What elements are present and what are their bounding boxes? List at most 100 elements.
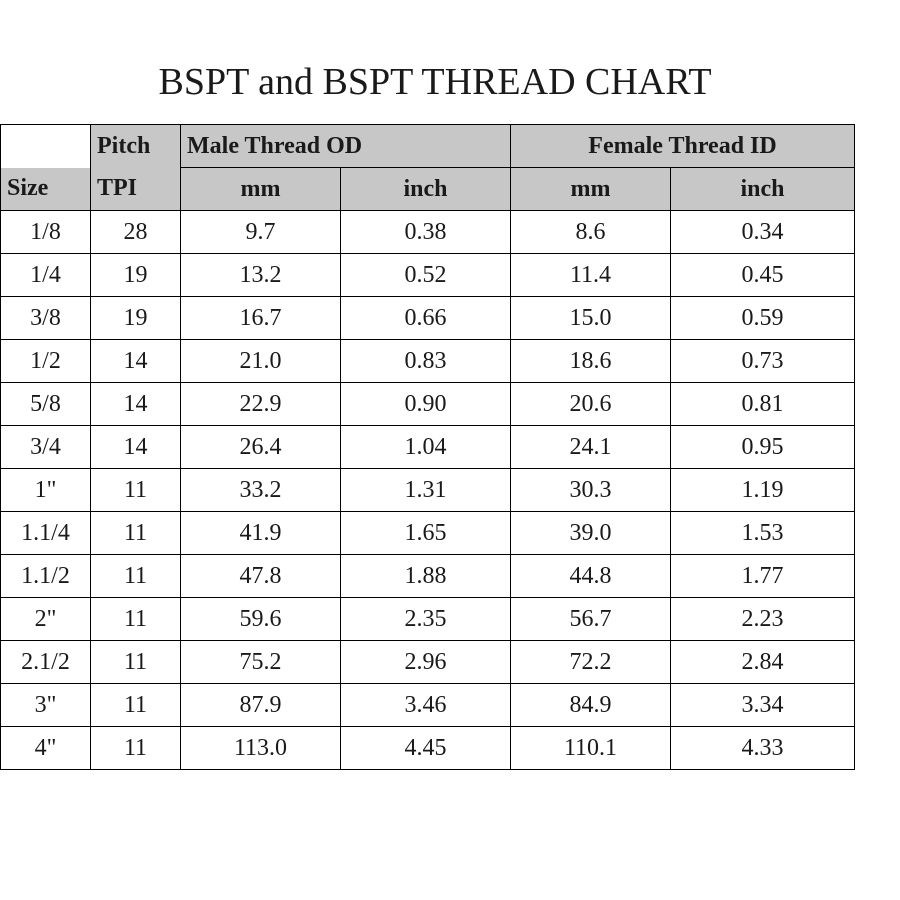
header-male: Male Thread OD <box>181 125 511 168</box>
header-pitch: Pitch <box>91 125 181 168</box>
cell-f_mm: 24.1 <box>511 426 671 469</box>
cell-f_mm: 8.6 <box>511 211 671 254</box>
cell-f_mm: 44.8 <box>511 555 671 598</box>
cell-tpi: 19 <box>91 297 181 340</box>
cell-tpi: 11 <box>91 512 181 555</box>
cell-m_in: 1.88 <box>341 555 511 598</box>
cell-f_in: 1.19 <box>671 469 855 512</box>
header-male-mm: mm <box>181 168 341 211</box>
cell-tpi: 28 <box>91 211 181 254</box>
cell-f_mm: 110.1 <box>511 727 671 770</box>
table-row: 2"1159.62.3556.72.23 <box>1 598 855 641</box>
cell-f_in: 1.77 <box>671 555 855 598</box>
header-female-inch: inch <box>671 168 855 211</box>
cell-m_in: 4.45 <box>341 727 511 770</box>
cell-size: 1/8 <box>1 211 91 254</box>
header-size: Size <box>1 168 91 211</box>
cell-tpi: 19 <box>91 254 181 297</box>
cell-f_mm: 56.7 <box>511 598 671 641</box>
header-row-1: Pitch Male Thread OD Female Thread ID <box>1 125 855 168</box>
cell-f_in: 3.34 <box>671 684 855 727</box>
table-body: 1/8289.70.388.60.341/41913.20.5211.40.45… <box>1 211 855 770</box>
cell-tpi: 11 <box>91 555 181 598</box>
table-row: 5/81422.90.9020.60.81 <box>1 383 855 426</box>
cell-size: 3/8 <box>1 297 91 340</box>
cell-m_mm: 87.9 <box>181 684 341 727</box>
cell-size: 1" <box>1 469 91 512</box>
header-row-2: Size TPI mm inch mm inch <box>1 168 855 211</box>
cell-m_in: 0.38 <box>341 211 511 254</box>
cell-f_in: 0.34 <box>671 211 855 254</box>
cell-tpi: 14 <box>91 340 181 383</box>
thread-chart-table: Pitch Male Thread OD Female Thread ID Si… <box>0 124 855 770</box>
cell-f_in: 0.81 <box>671 383 855 426</box>
cell-f_mm: 11.4 <box>511 254 671 297</box>
header-male-inch: inch <box>341 168 511 211</box>
cell-m_mm: 47.8 <box>181 555 341 598</box>
cell-f_in: 2.23 <box>671 598 855 641</box>
header-blank <box>1 125 91 168</box>
cell-m_in: 0.66 <box>341 297 511 340</box>
cell-tpi: 11 <box>91 684 181 727</box>
cell-m_in: 1.31 <box>341 469 511 512</box>
cell-m_mm: 75.2 <box>181 641 341 684</box>
cell-m_in: 1.65 <box>341 512 511 555</box>
cell-f_in: 0.59 <box>671 297 855 340</box>
cell-f_mm: 39.0 <box>511 512 671 555</box>
cell-m_in: 0.52 <box>341 254 511 297</box>
cell-m_in: 3.46 <box>341 684 511 727</box>
cell-m_mm: 41.9 <box>181 512 341 555</box>
cell-f_mm: 15.0 <box>511 297 671 340</box>
cell-tpi: 11 <box>91 598 181 641</box>
cell-m_mm: 26.4 <box>181 426 341 469</box>
cell-f_in: 0.45 <box>671 254 855 297</box>
cell-size: 1/4 <box>1 254 91 297</box>
table-row: 1/21421.00.8318.60.73 <box>1 340 855 383</box>
table-row: 1/41913.20.5211.40.45 <box>1 254 855 297</box>
cell-tpi: 11 <box>91 727 181 770</box>
cell-f_in: 0.95 <box>671 426 855 469</box>
cell-m_mm: 21.0 <box>181 340 341 383</box>
cell-tpi: 11 <box>91 469 181 512</box>
cell-m_mm: 113.0 <box>181 727 341 770</box>
cell-size: 2" <box>1 598 91 641</box>
table-row: 1.1/41141.91.6539.01.53 <box>1 512 855 555</box>
cell-m_in: 0.90 <box>341 383 511 426</box>
cell-f_in: 2.84 <box>671 641 855 684</box>
table-row: 2.1/21175.22.9672.22.84 <box>1 641 855 684</box>
table-row: 1/8289.70.388.60.34 <box>1 211 855 254</box>
table-row: 1"1133.21.3130.31.19 <box>1 469 855 512</box>
cell-size: 3" <box>1 684 91 727</box>
header-female-mm: mm <box>511 168 671 211</box>
cell-tpi: 14 <box>91 383 181 426</box>
cell-size: 1.1/2 <box>1 555 91 598</box>
cell-m_mm: 33.2 <box>181 469 341 512</box>
cell-m_mm: 16.7 <box>181 297 341 340</box>
cell-m_in: 2.35 <box>341 598 511 641</box>
cell-size: 5/8 <box>1 383 91 426</box>
cell-m_mm: 59.6 <box>181 598 341 641</box>
table-row: 4"11113.04.45110.14.33 <box>1 727 855 770</box>
cell-m_in: 1.04 <box>341 426 511 469</box>
header-tpi: TPI <box>91 168 181 211</box>
cell-f_in: 4.33 <box>671 727 855 770</box>
cell-tpi: 14 <box>91 426 181 469</box>
cell-f_in: 0.73 <box>671 340 855 383</box>
cell-m_mm: 9.7 <box>181 211 341 254</box>
cell-size: 4" <box>1 727 91 770</box>
cell-size: 1.1/4 <box>1 512 91 555</box>
cell-f_mm: 84.9 <box>511 684 671 727</box>
cell-f_mm: 30.3 <box>511 469 671 512</box>
cell-f_mm: 18.6 <box>511 340 671 383</box>
cell-f_in: 1.53 <box>671 512 855 555</box>
table-row: 3"1187.93.4684.93.34 <box>1 684 855 727</box>
cell-m_in: 2.96 <box>341 641 511 684</box>
cell-m_in: 0.83 <box>341 340 511 383</box>
cell-f_mm: 72.2 <box>511 641 671 684</box>
chart-title: BSPT and BSPT THREAD CHART <box>0 60 870 104</box>
cell-m_mm: 22.9 <box>181 383 341 426</box>
cell-m_mm: 13.2 <box>181 254 341 297</box>
header-female: Female Thread ID <box>511 125 855 168</box>
table-row: 1.1/21147.81.8844.81.77 <box>1 555 855 598</box>
table-row: 3/41426.41.0424.10.95 <box>1 426 855 469</box>
